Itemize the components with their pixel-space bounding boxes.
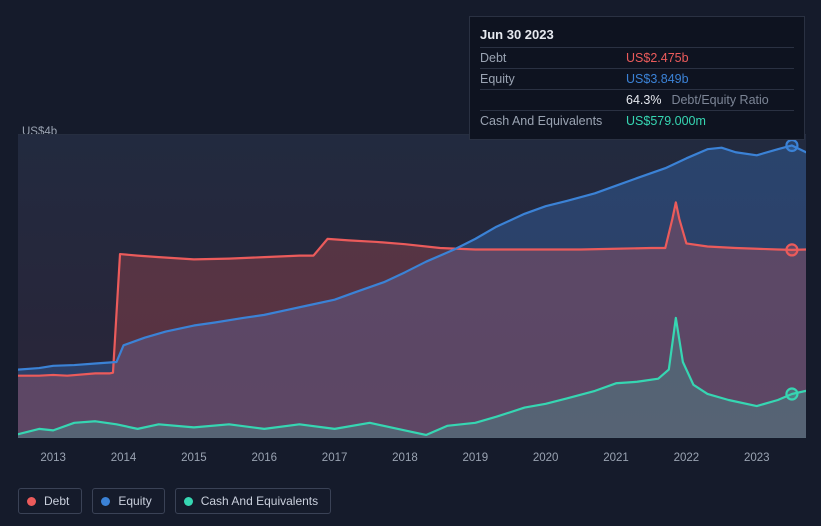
tooltip-row: Debt US$2.475b — [480, 47, 794, 68]
tooltip-row-value: US$3.849b — [626, 72, 689, 86]
legend-swatch-icon — [184, 497, 193, 506]
x-tick-label: 2023 — [744, 452, 770, 464]
legend-label: Debt — [44, 494, 69, 508]
x-tick-label: 2019 — [463, 452, 489, 464]
crosshair-tooltip: Jun 30 2023 Debt US$2.475b Equity US$3.849b… — [469, 16, 805, 140]
tooltip-row: 64.3% Debt/Equity Ratio — [480, 89, 794, 110]
legend-item-debt[interactable]: Debt — [18, 488, 82, 514]
x-axis: 2013 2014 2015 2016 2017 2018 2019 2020 2021 2022… — [0, 452, 821, 470]
tooltip-row: Cash And Equivalents US$579.000m — [480, 110, 794, 131]
x-tick-label: 2015 — [181, 452, 207, 464]
x-tick-label: 2017 — [322, 452, 348, 464]
tooltip-row-label: Equity — [480, 72, 620, 86]
chart-svg — [18, 134, 806, 438]
legend-swatch-icon — [101, 497, 110, 506]
debt-equity-chart: US$4b US$0 20132014201520162017201820192… — [0, 0, 821, 526]
x-tick-label: 2020 — [533, 452, 559, 464]
x-tick-label: 2014 — [111, 452, 137, 464]
tooltip-row-value: US$2.475b — [626, 51, 689, 65]
tooltip-row-suffix: Debt/Equity Ratio — [671, 93, 768, 107]
x-tick-label: 2021 — [603, 452, 629, 464]
tooltip-row-value: 64.3% — [626, 93, 661, 107]
legend-label: Cash And Equivalents — [201, 494, 318, 508]
legend-item-cash[interactable]: Cash And Equivalents — [175, 488, 331, 514]
tooltip-row: Equity US$3.849b — [480, 68, 794, 89]
x-tick-label: 2018 — [392, 452, 418, 464]
tooltip-date: Jun 30 2023 — [480, 23, 794, 47]
legend: Debt Equity Cash And Equivalents — [18, 488, 331, 514]
tooltip-row-label: Cash And Equivalents — [480, 114, 620, 128]
x-tick-label: 2016 — [251, 452, 277, 464]
plot-area[interactable] — [18, 134, 806, 438]
legend-label: Equity — [118, 494, 151, 508]
legend-swatch-icon — [27, 497, 36, 506]
tooltip-row-value: US$579.000m — [626, 114, 706, 128]
tooltip-row-label: Debt — [480, 51, 620, 65]
legend-item-equity[interactable]: Equity — [92, 488, 164, 514]
x-tick-label: 2022 — [674, 452, 700, 464]
x-tick-label: 2013 — [40, 452, 66, 464]
